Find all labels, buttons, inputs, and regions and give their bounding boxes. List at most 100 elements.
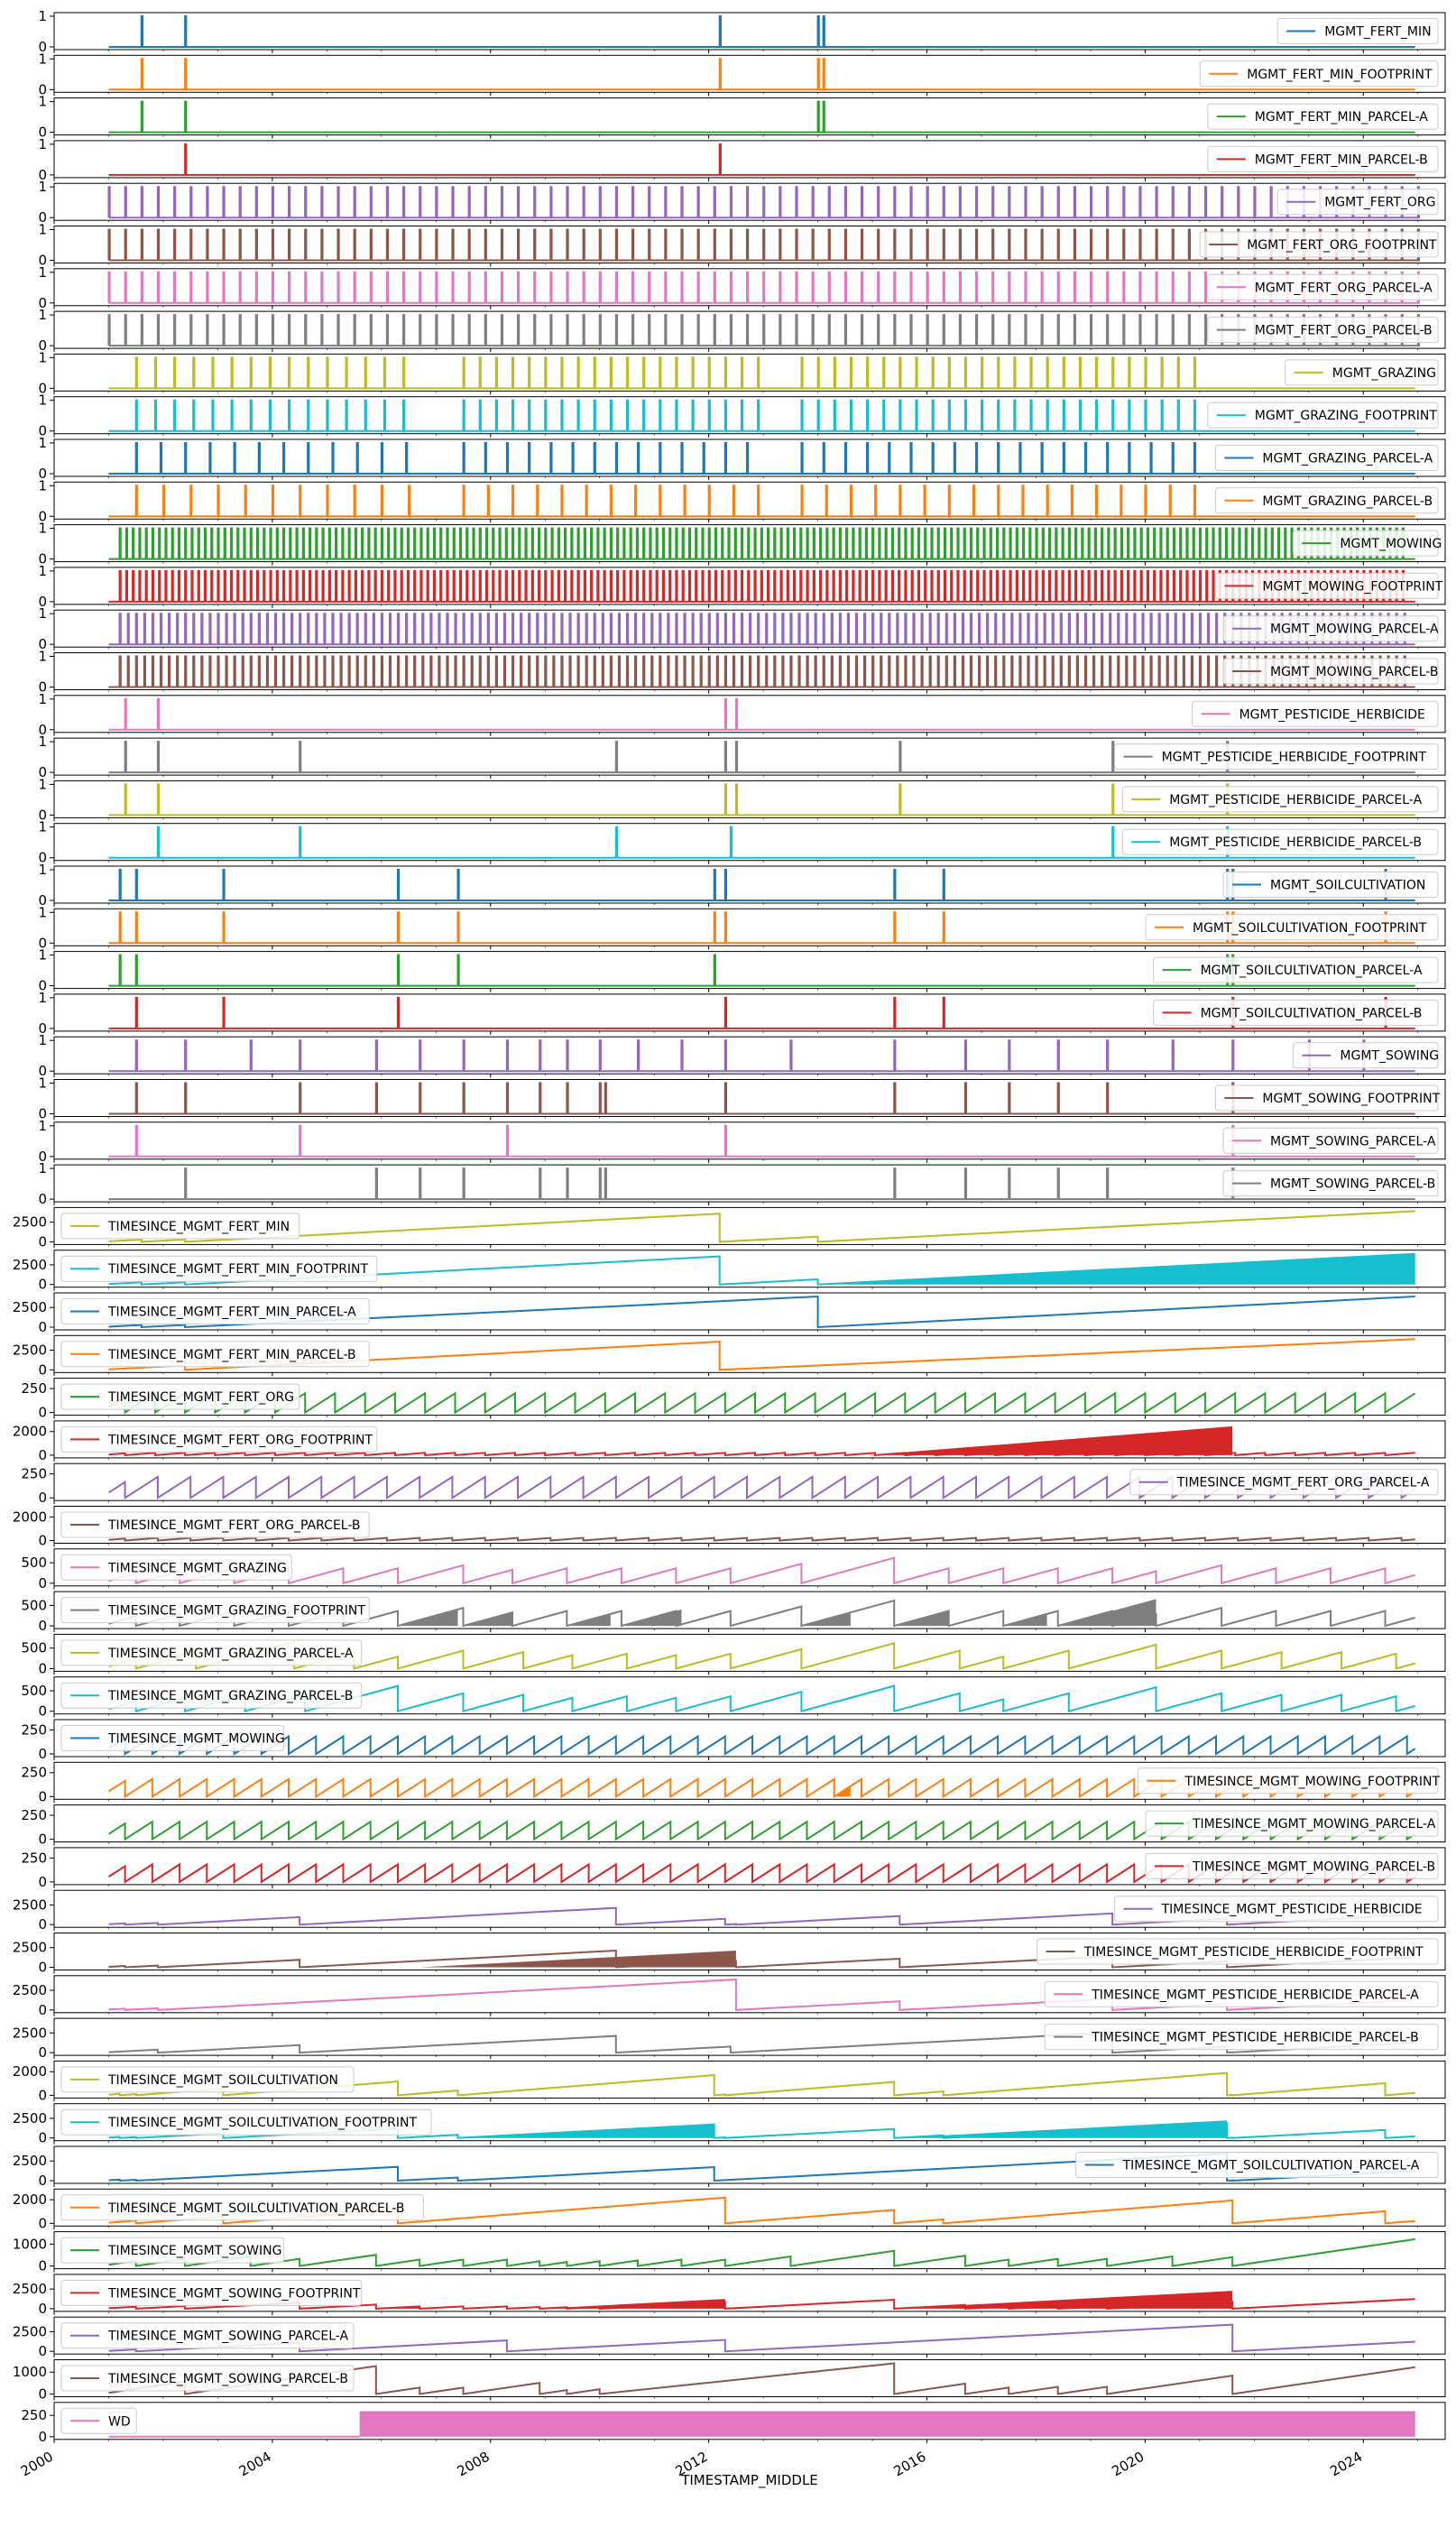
panel-mgmt-grazing-parcel-b: 0 1 MGMT_GRAZING_PARCEL-B — [38, 477, 1446, 524]
series-line — [108, 697, 1415, 731]
y-tick-label: 2500 — [13, 2110, 47, 2127]
legend: MGMT_SOWING_PARCEL-A — [1222, 1127, 1439, 1154]
legend: MGMT_PESTICIDE_HERBICIDE_PARCEL-A — [1121, 786, 1439, 813]
legend-box — [60, 1682, 363, 1709]
y-tick-label: 1 — [38, 904, 47, 920]
legend: MGMT_FERT_MIN_PARCEL-A — [1207, 103, 1439, 130]
legend-label: MGMT_FERT_MIN — [1324, 25, 1431, 40]
y-tick-label: 0 — [38, 380, 47, 396]
series-line — [107, 1391, 1416, 1415]
y-tick-label: 250 — [21, 2407, 47, 2423]
axes-frame — [53, 737, 1446, 776]
legend-box — [60, 2194, 424, 2221]
legend-box — [1207, 317, 1439, 344]
legend-box — [1276, 189, 1439, 216]
legend-box — [1207, 273, 1439, 300]
y-tick-label: 1 — [38, 1032, 47, 1048]
series-line — [108, 826, 1415, 859]
legend: MGMT_GRAZING_PARCEL-B — [1214, 487, 1439, 514]
panel-mgmt-soilcultivation: 0 1 MGMT_SOILCULTIVATION — [38, 862, 1446, 909]
y-tick-label: 1 — [38, 776, 47, 792]
legend-box — [60, 1255, 378, 1282]
legend-label: MGMT_FERT_ORG_FOOTPRINT — [1247, 238, 1437, 253]
panel-mgmt-pesticide-herbicide-footprint: 0 1 MGMT_PESTICIDE_HERBICIDE_FOOTPRINT — [38, 733, 1446, 780]
legend-label: TIMESINCE_MGMT_FERT_MIN_FOOTPRINT — [107, 1262, 369, 1277]
series-line — [107, 314, 1420, 347]
series-line — [108, 1599, 1415, 1628]
y-tick-label: 1 — [38, 179, 47, 195]
y-tick-label: 1 — [38, 819, 47, 835]
series-line — [108, 1039, 1415, 1073]
legend-box — [1037, 1938, 1439, 1965]
y-tick-label: 500 — [21, 1640, 47, 1656]
panel-mgmt-sowing: 0 1 MGMT_SOWING — [38, 1032, 1446, 1079]
legend-label: MGMT_GRAZING_PARCEL-A — [1262, 452, 1433, 466]
axes-frame — [53, 1378, 1446, 1416]
legend: MGMT_MOWING_PARCEL-A — [1222, 615, 1439, 642]
axes-frame — [53, 993, 1446, 1032]
panel-mgmt-fert-min: 0 1 MGMT_FERT_MIN — [38, 8, 1446, 55]
series-line — [108, 58, 1415, 91]
panel-mgmt-fert-org: 0 1 MGMT_FERT_ORG — [38, 179, 1446, 226]
axes-frame — [53, 140, 1446, 179]
legend-label: TIMESINCE_MGMT_FERT_ORG_FOOTPRINT — [107, 1433, 373, 1447]
legend-box — [1145, 914, 1439, 941]
y-tick-label: 0 — [38, 253, 47, 269]
legend-label: TIMESINCE_MGMT_SOWING_PARCEL-B — [107, 2372, 348, 2386]
axes-frame — [53, 567, 1446, 605]
legend: TIMESINCE_MGMT_FERT_MIN_FOOTPRINT — [60, 1255, 378, 1282]
axes-frame — [53, 1079, 1446, 1117]
axes-frame — [53, 1591, 1446, 1629]
legend: TIMESINCE_MGMT_SOILCULTIVATION_PARCEL-B — [60, 2194, 424, 2221]
y-tick-label: 1 — [38, 94, 47, 110]
legend-label: TIMESINCE_MGMT_GRAZING_FOOTPRINT — [107, 1604, 365, 1619]
y-tick-label: 0 — [38, 2215, 47, 2231]
legend-label: MGMT_SOWING — [1340, 1049, 1439, 1064]
y-tick-label: 0 — [38, 1874, 47, 1890]
panel-mgmt-fert-org-footprint: 0 1 MGMT_FERT_ORG_FOOTPRINT — [38, 222, 1446, 269]
series-line — [108, 911, 1415, 945]
panel-timesince-mgmt-mowing-parcel-a: 0 250 TIMESINCE_MGMT_MOWING_PARCEL-A — [21, 1804, 1446, 1848]
legend: MGMT_FERT_ORG_FOOTPRINT — [1199, 231, 1439, 258]
legend-label: TIMESINCE_MGMT_MOWING — [107, 1732, 285, 1747]
panel-timesince-mgmt-fert-min-parcel-a: 0 2500 TIMESINCE_MGMT_FERT_MIN_PARCEL-A — [13, 1292, 1446, 1335]
legend-label: TIMESINCE_MGMT_PESTICIDE_HERBICIDE_PARCE… — [1091, 1988, 1419, 2002]
y-tick-label: 1 — [38, 649, 47, 665]
legend: MGMT_SOILCULTIVATION_PARCEL-B — [1153, 999, 1439, 1026]
axes-frame — [53, 1462, 1446, 1501]
legend-box — [60, 1425, 378, 1453]
axes-frame — [53, 1804, 1446, 1843]
y-tick-label: 1 — [38, 349, 47, 365]
legend-label: TIMESINCE_MGMT_FERT_ORG_PARCEL-B — [107, 1518, 361, 1533]
series-line — [108, 954, 1415, 987]
legend-label: MGMT_FERT_ORG_PARCEL-B — [1255, 324, 1433, 338]
legend-box — [1153, 999, 1439, 1026]
legend: MGMT_SOILCULTIVATION_FOOTPRINT — [1145, 914, 1439, 941]
legend-box — [60, 1639, 363, 1666]
panel-timesince-mgmt-fert-min-parcel-b: 0 2500 TIMESINCE_MGMT_FERT_MIN_PARCEL-B — [13, 1334, 1446, 1378]
legend: MGMT_PESTICIDE_HERBICIDE — [1192, 700, 1439, 727]
y-tick-label: 1 — [38, 392, 47, 409]
y-tick-label: 0 — [38, 722, 47, 738]
y-tick-label: 2500 — [13, 2025, 47, 2041]
series-line — [108, 1452, 1415, 1456]
legend: TIMESINCE_MGMT_FERT_ORG — [60, 1383, 300, 1410]
axes-frame — [53, 1164, 1446, 1203]
axes-frame — [53, 865, 1446, 904]
y-tick-label: 250 — [21, 1380, 47, 1397]
legend-box — [1199, 231, 1439, 258]
legend: TIMESINCE_MGMT_SOWING_PARCEL-A — [60, 2322, 355, 2349]
legend-box — [60, 2365, 355, 2392]
y-tick-label: 0 — [38, 2087, 47, 2103]
axes-frame — [53, 2231, 1446, 2270]
y-tick-label: 0 — [38, 337, 47, 354]
legend: TIMESINCE_MGMT_PESTICIDE_HERBICIDE_FOOTP… — [1037, 1938, 1439, 1965]
panel-mgmt-fert-org-parcel-b: 0 1 MGMT_FERT_ORG_PARCEL-B — [38, 307, 1446, 354]
series-line — [108, 783, 1415, 817]
y-tick-label: 2000 — [13, 2063, 47, 2080]
legend: TIMESINCE_MGMT_SOILCULTIVATION_PARCEL-A — [1075, 2152, 1439, 2178]
series-fill — [539, 2299, 725, 2309]
y-tick-label: 1 — [38, 1160, 47, 1176]
y-tick-label: 0 — [38, 1106, 47, 1122]
legend-label: MGMT_FERT_MIN_PARCEL-A — [1255, 110, 1428, 125]
